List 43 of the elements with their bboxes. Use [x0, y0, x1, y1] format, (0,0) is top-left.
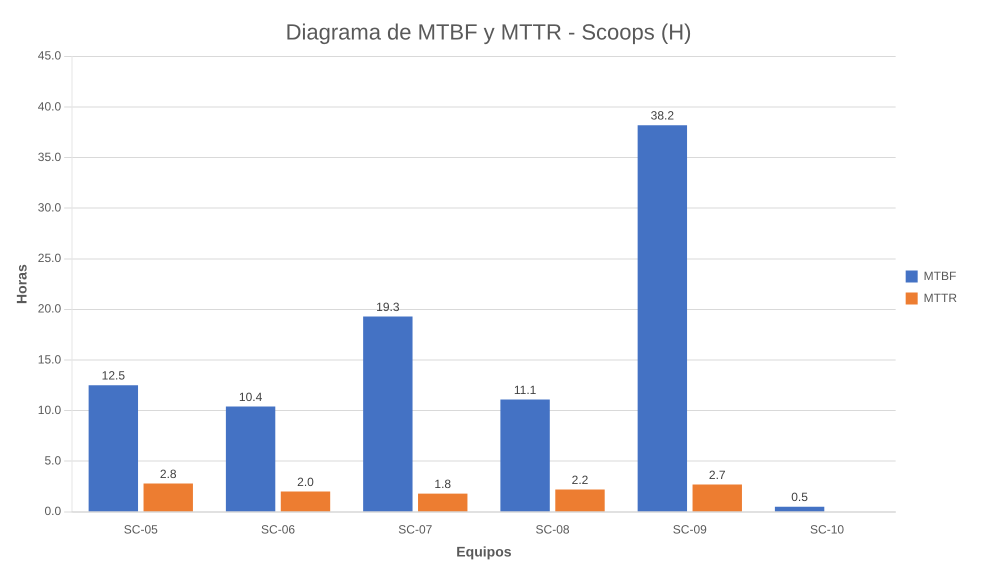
y-tick-label: 25.0 [38, 251, 62, 266]
y-tick-label: 5.0 [44, 454, 62, 468]
x-tick-label: SC-10 [810, 522, 844, 536]
y-tick-label: 35.0 [38, 150, 62, 164]
data-label: 11.1 [514, 382, 537, 397]
bar [226, 406, 276, 512]
bar [774, 506, 824, 512]
data-label: 12.5 [102, 368, 126, 383]
x-tick-label: SC-05 [124, 522, 158, 536]
legend-label: MTBF [924, 268, 956, 283]
bar [363, 316, 413, 512]
bar [638, 125, 688, 512]
bar [88, 385, 138, 512]
bar [555, 490, 605, 512]
legend-label: MTTR [924, 290, 958, 305]
data-label: 2.0 [297, 474, 314, 489]
x-axis-title: Equipos [456, 543, 512, 560]
bar [144, 483, 193, 512]
x-tick-label: SC-07 [398, 522, 433, 536]
data-label: 0.5 [791, 490, 808, 504]
data-label: 2.8 [160, 466, 177, 481]
data-label: 38.2 [650, 108, 674, 123]
y-tick-label: 15.0 [38, 352, 62, 366]
y-tick-label: 10.0 [38, 402, 62, 417]
data-label: 2.2 [572, 472, 589, 487]
y-axis-title: Horas [13, 264, 30, 304]
x-tick-label: SC-08 [536, 522, 570, 536]
data-label: 19.3 [376, 300, 400, 314]
data-label: 10.4 [238, 390, 263, 404]
bar [500, 399, 550, 512]
y-tick-label: 45.0 [38, 48, 62, 63]
y-tick-label: 40.0 [38, 99, 62, 114]
y-tick-label: 20.0 [38, 302, 62, 316]
x-tick-label: SC-06 [261, 522, 296, 536]
y-tick-label: 30.0 [38, 200, 62, 215]
data-label: 2.7 [708, 468, 726, 482]
bar [280, 492, 330, 512]
chart-title: Diagrama de MTBF y MTTR - Scoops (H) [286, 19, 692, 44]
x-tick-label: SC-09 [672, 522, 708, 536]
data-label: 1.8 [434, 476, 452, 491]
y-tick-label: 0.0 [44, 504, 62, 518]
bar [692, 484, 742, 512]
bar [418, 494, 468, 512]
